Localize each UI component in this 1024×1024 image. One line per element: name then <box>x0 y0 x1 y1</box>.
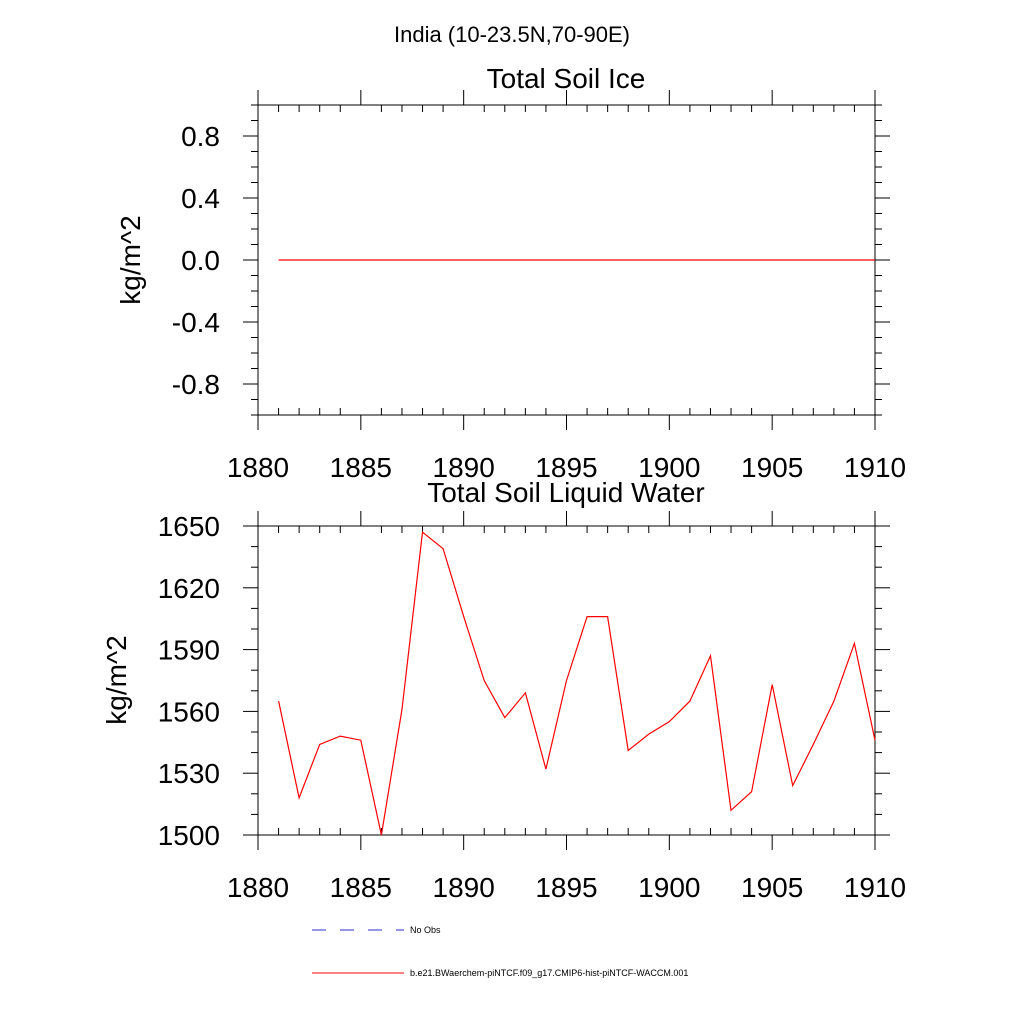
y-tick-label: 0.8 <box>181 121 220 152</box>
figure-title: India (10-23.5N,70-90E) <box>394 22 630 47</box>
x-tick-label: 1880 <box>227 872 289 903</box>
panel-title: Total Soil Ice <box>487 63 646 94</box>
x-tick-label: 1885 <box>330 872 392 903</box>
y-axis-label: kg/m^2 <box>101 635 132 724</box>
x-tick-label: 1900 <box>638 872 700 903</box>
x-tick-label: 1910 <box>844 452 906 483</box>
legend-label-no-obs: No Obs <box>410 925 441 935</box>
x-tick-label: 1890 <box>433 872 495 903</box>
y-tick-label: 0.4 <box>181 183 220 214</box>
y-tick-label: 0.0 <box>181 245 220 276</box>
x-tick-label: 1895 <box>535 452 597 483</box>
x-tick-label: 1910 <box>844 872 906 903</box>
x-tick-label: 1880 <box>227 452 289 483</box>
legend-label-model: b.e21.BWaerchem-piNTCF.f09_g17.CMIP6-his… <box>410 968 688 978</box>
x-tick-label: 1895 <box>535 872 597 903</box>
y-tick-label: 1620 <box>158 573 220 604</box>
y-tick-label: 1650 <box>158 511 220 542</box>
panel-total-soil-ice: Total Soil Ice kg/m^2 1880 1885 1890 1895 19… <box>115 63 906 483</box>
y-axis-label: kg/m^2 <box>115 215 146 304</box>
y-tick-label: 1530 <box>158 758 220 789</box>
y-tick-label: -0.4 <box>172 307 220 338</box>
panel-title: Total Soil Liquid Water <box>427 477 705 508</box>
legend: No Obs b.e21.BWaerchem-piNTCF.f09_g17.CM… <box>312 925 688 978</box>
x-tick-label: 1905 <box>741 452 803 483</box>
series-line <box>278 531 876 836</box>
y-tick-label: 1590 <box>158 635 220 666</box>
x-tick-label: 1905 <box>741 872 803 903</box>
y-tick-label: 1500 <box>158 820 220 851</box>
y-tick-label: 1560 <box>158 696 220 727</box>
x-tick-label: 1890 <box>433 452 495 483</box>
x-tick-label: 1900 <box>638 452 700 483</box>
panel-total-soil-liquid-water: Total Soil Liquid Water kg/m^2 1880 1885 1… <box>101 477 906 903</box>
y-tick-label: -0.8 <box>172 369 220 400</box>
x-tick-label: 1885 <box>330 452 392 483</box>
